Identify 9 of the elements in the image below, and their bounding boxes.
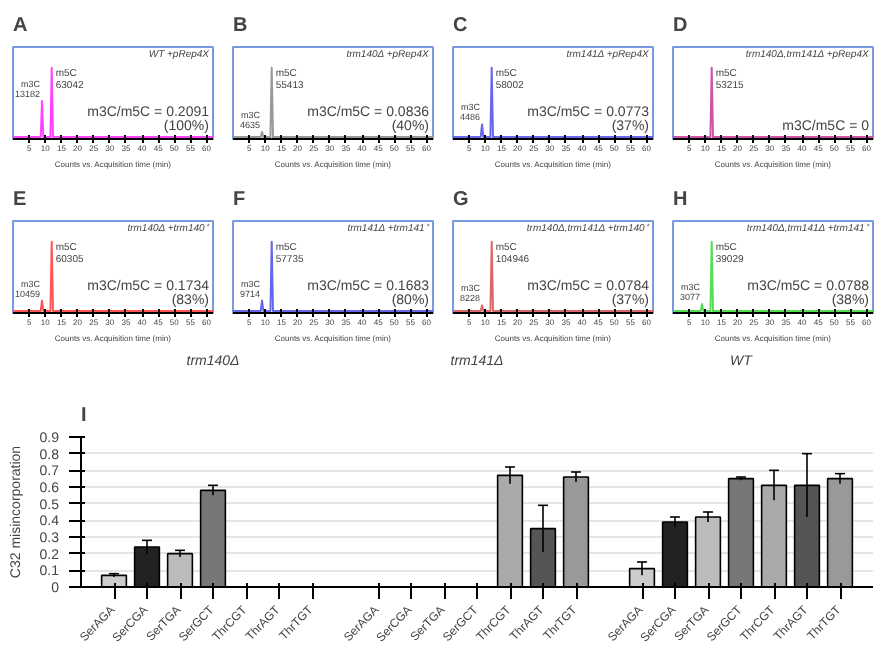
chart-title: E <box>13 189 27 211</box>
chart-title: A <box>13 15 28 37</box>
chart-title: D <box>673 15 688 37</box>
chart-title: H <box>673 189 688 211</box>
chart-title: G <box>453 189 469 211</box>
chart-title: F <box>233 189 246 211</box>
chart-title: B <box>233 15 248 37</box>
chart-title: C <box>453 15 468 37</box>
chart-title: I <box>81 405 87 427</box>
